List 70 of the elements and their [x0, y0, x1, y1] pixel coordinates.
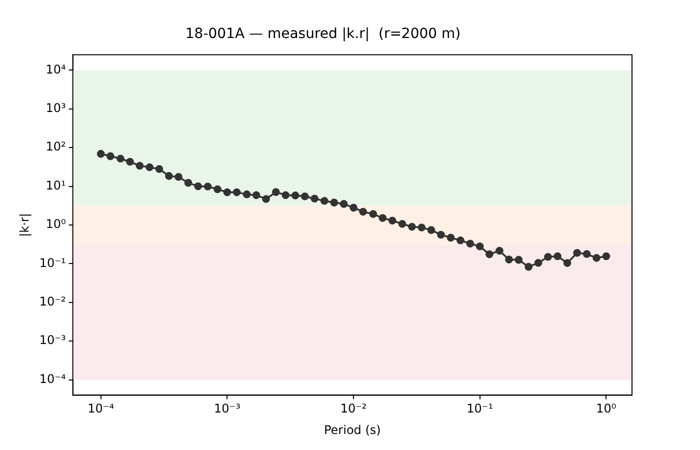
- point: [544, 252, 552, 261]
- point: [602, 252, 610, 260]
- point: [282, 191, 290, 200]
- x-tick-label: 10⁻²: [340, 402, 367, 416]
- point: [165, 172, 173, 180]
- point: [514, 256, 523, 264]
- point: [563, 259, 572, 267]
- point: [242, 190, 251, 198]
- point: [310, 194, 319, 203]
- point: [320, 196, 328, 205]
- point: [369, 210, 378, 218]
- point: [573, 249, 581, 257]
- point: [388, 216, 396, 224]
- point: [155, 165, 164, 173]
- point: [378, 214, 387, 222]
- point: [300, 192, 309, 200]
- x-axis-title: Period (s): [324, 422, 381, 437]
- y-axis-title: |k·r|: [17, 213, 32, 237]
- point: [223, 188, 232, 196]
- point: [291, 192, 300, 200]
- y-tick-label: 10²: [46, 140, 66, 154]
- point: [466, 240, 474, 248]
- point: [232, 188, 241, 196]
- point: [554, 252, 562, 260]
- point: [359, 208, 367, 216]
- point: [534, 258, 542, 267]
- point: [592, 254, 600, 262]
- point: [184, 178, 192, 187]
- point: [262, 195, 270, 203]
- y-tick-label: 10⁻²: [39, 294, 66, 309]
- point: [350, 204, 358, 212]
- point: [486, 250, 494, 258]
- point: [582, 250, 591, 258]
- point: [524, 262, 532, 271]
- point: [252, 191, 260, 200]
- point: [146, 163, 154, 172]
- point: [476, 242, 484, 250]
- point: [456, 236, 464, 244]
- point: [505, 256, 513, 264]
- y-tick-label: 10⁴: [46, 62, 66, 76]
- x-tick-label: 10⁻³: [214, 402, 241, 416]
- x-tick-label: 10⁰: [596, 402, 616, 416]
- y-tick-label: 10³: [46, 101, 66, 116]
- point: [96, 150, 105, 158]
- point: [116, 154, 124, 162]
- point: [174, 172, 182, 181]
- point: [427, 226, 436, 234]
- point: [214, 185, 222, 194]
- point: [194, 182, 202, 190]
- point: [106, 152, 114, 160]
- y-tick-label: 10¹: [46, 178, 66, 192]
- y-tick-label: 10⁰: [46, 217, 66, 232]
- point: [398, 220, 406, 228]
- x-tick-label: 10⁻¹: [466, 402, 494, 416]
- point: [408, 222, 416, 231]
- chart-title: 18-001A — measured |k.r| (r=2000 m): [185, 26, 461, 42]
- point: [418, 224, 426, 232]
- y-tick-label: 10⁻⁴: [39, 372, 66, 386]
- y-tick-label: 10⁻¹: [39, 256, 66, 270]
- point: [437, 230, 445, 239]
- point: [340, 200, 348, 208]
- point: [446, 234, 455, 242]
- x-tick-label: 10⁻⁴: [88, 402, 114, 416]
- point: [272, 188, 280, 196]
- y-tick-label: 10⁻³: [39, 333, 66, 348]
- point: [204, 182, 212, 190]
- point: [136, 162, 144, 170]
- point: [126, 158, 134, 166]
- point: [330, 198, 338, 206]
- point: [496, 246, 504, 255]
